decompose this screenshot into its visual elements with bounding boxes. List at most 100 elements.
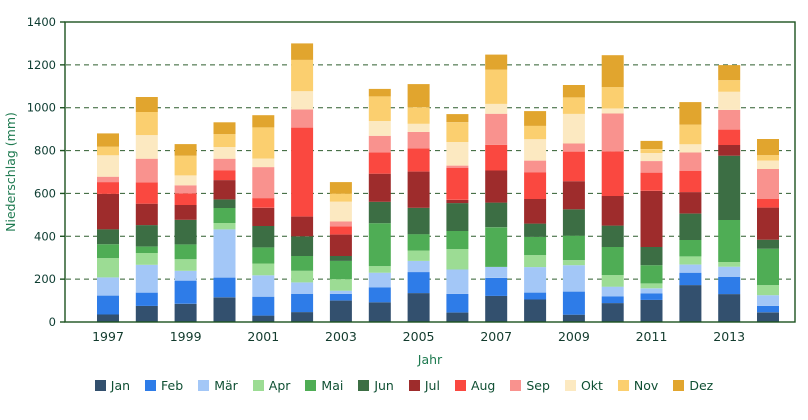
bar-segment-1997-Sep [97,176,119,183]
bar-segment-2001-Feb [252,296,275,316]
bar-segment-1998-Dez [135,97,158,112]
bar-segment-1999-Apr [174,259,197,271]
bar-segment-2001-Jun [252,226,275,248]
bar-segment-2013-Sep [718,109,741,130]
bar-segment-2000-Mär [213,229,236,278]
legend-item-Dez: Dez [673,378,713,393]
bar-segment-2006-Sep [446,165,469,168]
bar-segment-2004-Sep [368,135,391,153]
x-tick-label-2007: 2007 [480,329,512,344]
bar-segment-2007-Jun [485,202,508,228]
legend-label-Aug: Aug [470,378,496,393]
bar-segment-2000-Okt [213,146,236,159]
legend-item-Feb: Feb [145,378,183,393]
bar-segment-2004-Jul [368,173,391,202]
bar-segment-2005-Mär [407,260,430,272]
bar-segment-2008-Mai [524,236,547,256]
bar-segment-2007-Sep [485,113,508,145]
bar-segment-2010-Okt [601,108,624,114]
bar-segment-2007-Mär [485,266,508,278]
legend-swatch-Jan [94,380,106,391]
bar-segment-2000-Nov [213,134,236,147]
bar-segment-2002-Jan [291,312,314,322]
legend-label-Jun: Jun [374,378,394,393]
legend-label-Feb: Feb [161,378,184,393]
legend-label-Jul: Jul [424,378,440,393]
bar-segment-2002-Mär [291,282,314,294]
x-tick-label-1997: 1997 [92,329,124,344]
bar-segment-2006-Jun [446,203,469,231]
bar-segment-2009-Jul [562,181,585,210]
bar-segment-2010-Mai [601,247,624,276]
legend-swatch-Mär [198,380,210,391]
legend-label-Apr: Apr [268,378,291,393]
bar-segment-2005-Jan [407,293,430,322]
bar-segment-2008-Feb [524,292,547,300]
bar-segment-2007-Mai [485,227,508,267]
bar-segment-1997-Jul [97,193,119,230]
legend-swatch-Mai [305,380,317,391]
bar-segment-1999-Sep [174,185,197,194]
bar-segment-2012-Jun [679,213,702,240]
bar-segment-2009-Apr [562,260,585,266]
bar-segment-2001-Dez [252,115,275,128]
bar-segment-2011-Nov [640,149,663,153]
bar-segment-2004-Okt [368,121,391,136]
bar-segment-2008-Dez [524,111,547,126]
legend-item-Aug: Aug [454,378,496,393]
bar-segment-2006-Jan [446,312,469,322]
bar-segment-2013-Apr [718,262,741,267]
bar-segment-1997-Mai [97,244,119,259]
x-tick-label-2013: 2013 [713,329,745,344]
bar-segment-2006-Feb [446,293,469,313]
bar-segment-2000-Jul [213,180,236,200]
y-tick-label-200: 200 [34,272,56,286]
bar-segment-2013-Dez [718,65,741,81]
bar-segment-2009-Jun [562,209,585,236]
bar-segment-2001-Jan [252,315,275,322]
bar-segment-2010-Nov [601,87,624,109]
bar-segment-2007-Okt [485,103,508,114]
legend-label-Jan: Jan [110,378,131,393]
bar-segment-2004-Mai [368,223,391,267]
bar-segment-2009-Sep [562,143,585,152]
bar-segment-1999-Feb [174,280,197,304]
bar-segment-2011-Aug [640,172,663,191]
legend-item-Apr: Apr [252,378,291,393]
bar-segment-1998-Aug [135,182,158,204]
bar-segment-2003-Nov [329,193,352,202]
chart-canvas: 0 200 400 600 800 1000 1200 1400 1997 1999 2001 200… [3,15,796,367]
bar-segment-2003-Dez [329,182,352,194]
bar-segment-2006-Apr [446,249,469,270]
bar-segment-1997-Nov [97,146,119,156]
bar-segment-2007-Feb [485,277,508,296]
bar-segment-2004-Dez [368,88,391,97]
bar-segment-2011-Mai [640,265,663,284]
bar-segment-2012-Apr [679,256,702,265]
bar-segment-2010-Feb [601,296,624,304]
bar-segment-1998-Feb [135,292,158,306]
y-tick-label-1200: 1200 [27,58,56,72]
bar-segment-2007-Jan [485,295,508,322]
bar-segment-2005-Feb [407,272,430,294]
bar-segment-1999-Nov [174,155,197,176]
bar-segment-2002-Feb [291,293,314,313]
bar-segment-2012-Mär [679,264,702,273]
bar-segment-1997-Okt [97,155,119,177]
bar-segment-1999-Jan [174,303,197,322]
bar-segment-2001-Sep [252,167,275,199]
bar-segment-2010-Mär [601,286,624,297]
bar-segment-2010-Jan [601,303,624,322]
bar-segment-2011-Sep [640,161,663,173]
legend-label-Sep: Sep [526,378,550,393]
legend-item-Okt: Okt [564,378,603,393]
bar-segment-2012-Nov [679,124,702,145]
bar-segment-2004-Apr [368,266,391,273]
bar-segment-2013-Jun [718,155,741,220]
bar-segment-2001-Mär [252,275,275,297]
bar-segment-2005-Aug [407,148,430,172]
bar-segment-2012-Aug [679,170,702,193]
bar-segment-1999-Mai [174,244,197,260]
bar-segment-2005-Okt [407,123,430,132]
bar-segment-1997-Mär [97,277,119,296]
